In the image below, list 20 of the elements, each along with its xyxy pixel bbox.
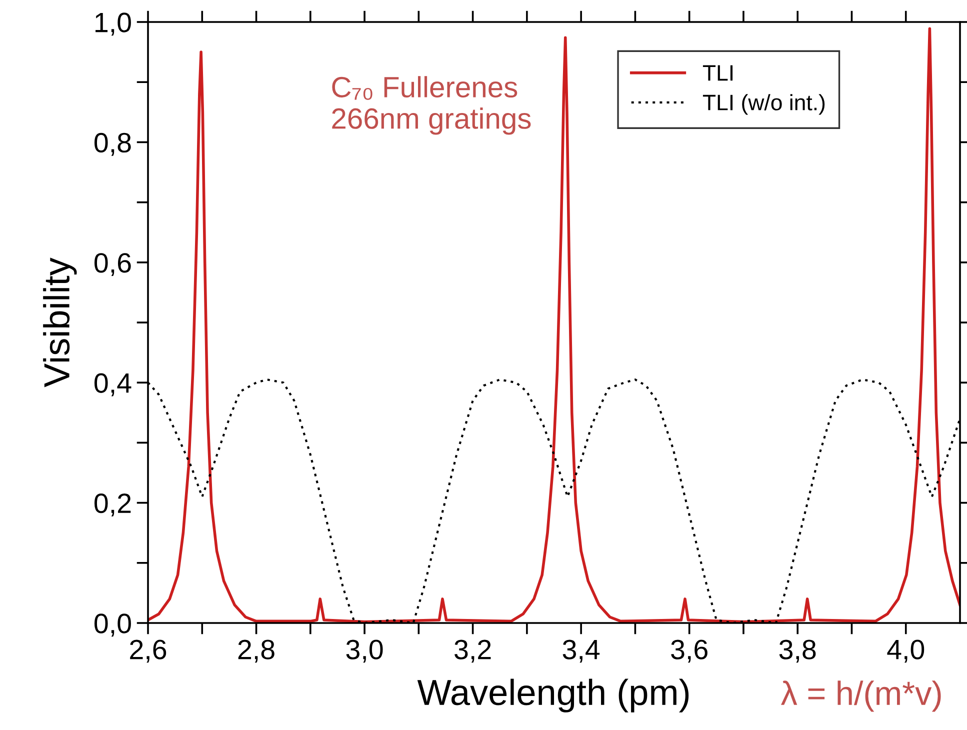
annotation: C₇₀ Fullerenes 266nm gratings xyxy=(332,76,531,135)
y-tick-label: 0,0 xyxy=(94,614,131,637)
x-tick-label: 3,2 xyxy=(454,640,491,663)
y-axis-title: Visibility xyxy=(43,258,77,388)
x-axis-title: Wavelength (pm) xyxy=(417,678,689,712)
text: λ = h/(m*v) xyxy=(780,680,941,712)
y-tick-label: 0,4 xyxy=(94,373,132,396)
y-tick-label: 1,0 xyxy=(96,12,131,36)
legend-label: TLI xyxy=(702,65,733,81)
x-tick-label: 3,0 xyxy=(346,640,383,663)
x-tick-label: 3,4 xyxy=(562,640,600,663)
x-tick-label: 3,8 xyxy=(779,640,816,663)
x-tick-label: 4,0 xyxy=(887,640,924,663)
y-tick-label: 0,8 xyxy=(94,132,131,156)
x-tick-label: 3,6 xyxy=(671,640,708,663)
y-tick-label: 0,2 xyxy=(94,493,131,516)
legend-label: TLI (w/o int.) xyxy=(702,94,825,115)
x-tick-label: 2,6 xyxy=(130,640,166,663)
x-tick-label: 2,8 xyxy=(238,640,274,663)
y-tick-label: 0,6 xyxy=(94,253,131,276)
